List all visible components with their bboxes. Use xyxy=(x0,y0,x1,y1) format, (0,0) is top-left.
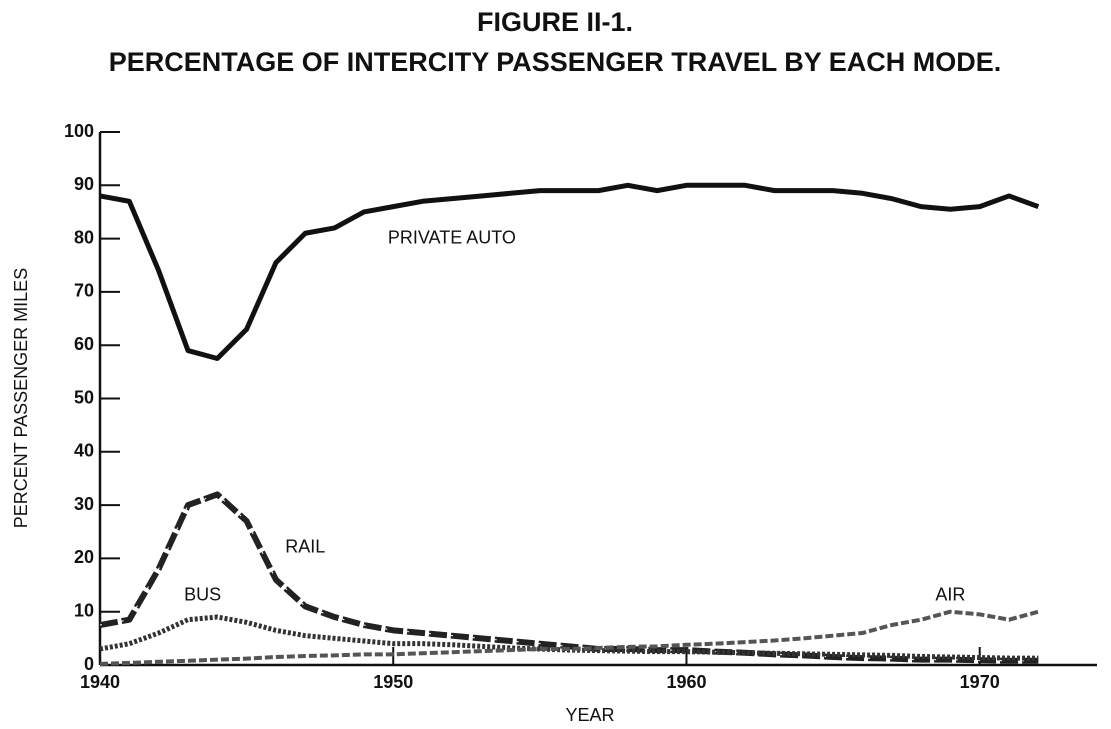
y-tick-label: 90 xyxy=(74,174,94,194)
series-label: AIR xyxy=(935,584,965,604)
x-tick-label: 1960 xyxy=(666,672,706,692)
y-tick-label: 40 xyxy=(74,441,94,461)
y-tick-label: 0 xyxy=(84,654,94,674)
chart-subtitle: PERCENTAGE OF INTERCITY PASSENGER TRAVEL… xyxy=(109,47,1002,77)
x-tick-label: 1950 xyxy=(373,672,413,692)
series-label: PRIVATE AUTO xyxy=(388,227,516,247)
y-tick-label: 80 xyxy=(74,227,94,247)
series-line xyxy=(99,491,1039,664)
x-axis-label: YEAR xyxy=(565,705,614,725)
x-tick-label: 1940 xyxy=(80,672,120,692)
series-label: RAIL xyxy=(285,536,325,556)
y-tick-label: 10 xyxy=(74,600,94,620)
y-axis-label: PERCENT PASSENGER MILES xyxy=(11,268,31,528)
y-tick-label: 50 xyxy=(74,387,94,407)
series-line xyxy=(99,182,1040,362)
y-tick-label: 20 xyxy=(74,547,94,567)
x-tick-label: 1970 xyxy=(960,672,1000,692)
y-tick-label: 70 xyxy=(74,281,94,301)
series-label: BUS xyxy=(184,584,221,604)
chart-title: FIGURE II-1. xyxy=(477,7,633,37)
y-tick-label: 30 xyxy=(74,494,94,514)
y-tick-label: 100 xyxy=(64,121,94,141)
series-line xyxy=(99,609,1039,666)
y-tick-label: 60 xyxy=(74,334,94,354)
